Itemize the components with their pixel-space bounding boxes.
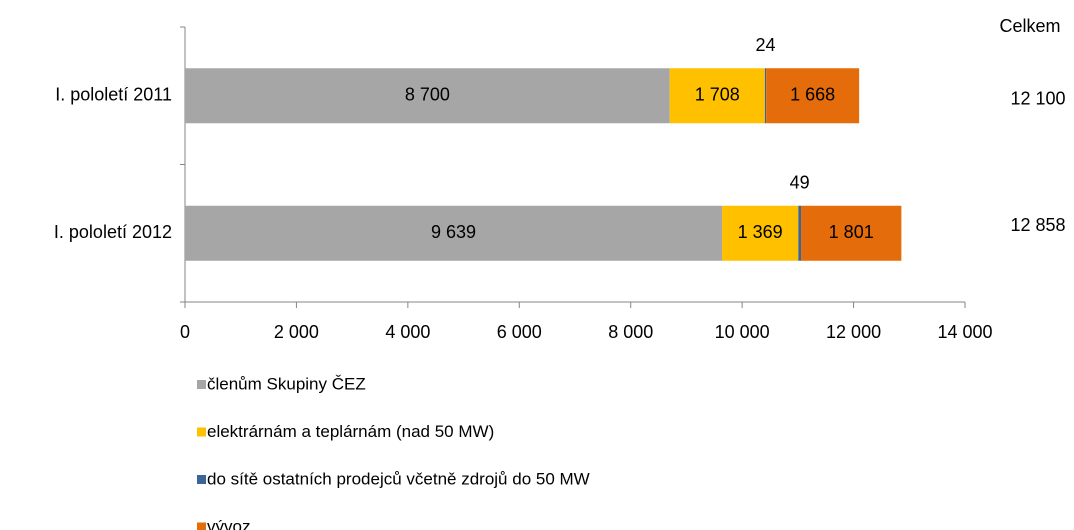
value-label: 49: [790, 173, 810, 193]
total-label: 12 858: [1010, 215, 1065, 235]
value-label: 9 639: [431, 222, 476, 242]
legend-swatch: [197, 475, 206, 484]
bar-segment: [722, 205, 799, 261]
value-label: 8 700: [405, 85, 450, 105]
x-tick-label: 0: [180, 322, 190, 342]
bar-segment: [801, 205, 902, 261]
value-label: 1 668: [790, 85, 835, 105]
x-tick-label: 2 000: [274, 322, 319, 342]
x-tick-label: 8 000: [608, 322, 653, 342]
x-tick-label: 10 000: [715, 322, 770, 342]
legend-swatch: [197, 380, 206, 389]
legend-label: do sítě ostatních prodejců včetně zdrojů…: [207, 469, 590, 488]
x-tick-label: 14 000: [937, 322, 992, 342]
x-tick-label: 6 000: [497, 322, 542, 342]
value-label: 24: [756, 35, 776, 55]
legend-swatch: [197, 522, 206, 530]
value-label: 1 801: [829, 222, 874, 242]
category-label: I. pololetí 2011: [55, 85, 172, 105]
bar-segment: [766, 68, 860, 124]
value-label: 1 708: [695, 85, 740, 105]
category-label: I. pololetí 2012: [54, 222, 172, 242]
bar-segment: [764, 68, 767, 124]
bar-segment: [798, 205, 802, 261]
bar-segment: [185, 205, 723, 261]
x-tick-label: 4 000: [385, 322, 430, 342]
value-label: 1 369: [738, 222, 783, 242]
bar-segment: [185, 68, 670, 124]
legend-label: členům Skupiny ČEZ: [207, 374, 366, 393]
totals-header: Celkem: [999, 16, 1060, 36]
bar-segment: [669, 68, 765, 124]
total-label: 12 100: [1010, 89, 1065, 109]
legend-label: vývoz: [207, 517, 250, 530]
legend-label: elektrárnám a teplárnám (nad 50 MW): [207, 422, 494, 441]
x-tick-label: 12 000: [826, 322, 881, 342]
legend-swatch: [197, 427, 206, 437]
